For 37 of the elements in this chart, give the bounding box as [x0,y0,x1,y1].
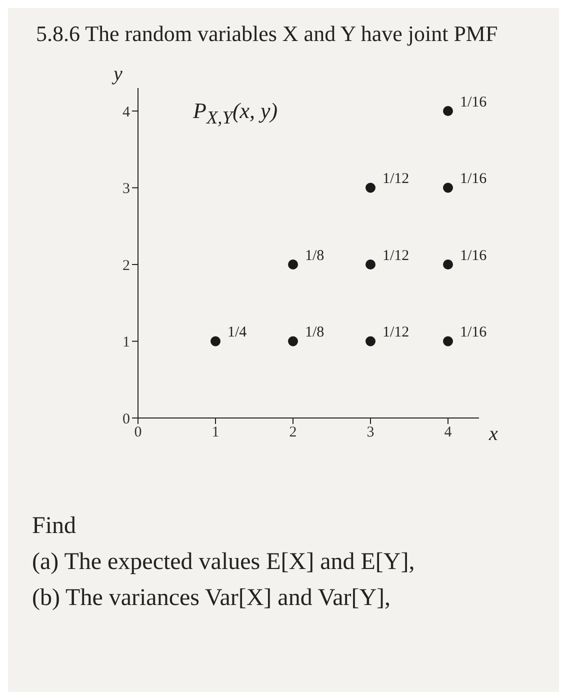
point [288,336,298,346]
text: (a) The expected values E[X] and E[Y], [32,548,416,576]
y-tick-label: 2 [122,257,130,274]
point [288,259,298,270]
y-tick-label: 1 [122,334,130,350]
annotation: 1/12 [382,324,410,340]
point [210,336,220,346]
point [366,259,376,270]
annotation: 1/8 [305,324,324,340]
annotation: P$_{X,Y}$(x, y) [193,98,278,128]
y-tick-label: 3 [122,180,130,197]
x-tick-label: 0 [134,424,142,440]
point [366,182,376,192]
annotation: 1/12 [382,247,410,264]
annotation: 1/16 [460,247,488,264]
y-tick-label: 0 [122,410,130,427]
annotation: 1/16 [460,324,488,340]
point [366,336,376,346]
x-axis-title: x [488,422,498,445]
chart-title: 5.8.6 The random variables X and Y have joint PMF [35,20,499,48]
annotation: 1/16 [460,170,488,187]
point [443,259,453,270]
text: (b) The variances Var[X] and Var[Y], [32,584,392,612]
annotation: 1/8 [305,247,324,264]
x-tick-label: 1 [212,424,220,440]
y-axis-title: y [112,62,123,84]
annotation: 1/16 [460,94,488,110]
point [443,182,453,192]
point [443,106,453,116]
x-tick-label: 3 [366,424,374,440]
point [443,336,453,346]
y-tick-label: 4 [122,104,130,120]
x-tick-label: 2 [289,424,297,440]
annotation: 1/12 [382,170,410,187]
annotation: 1/4 [228,324,248,340]
x-tick-label: 4 [444,424,452,440]
text: Find [32,512,78,540]
